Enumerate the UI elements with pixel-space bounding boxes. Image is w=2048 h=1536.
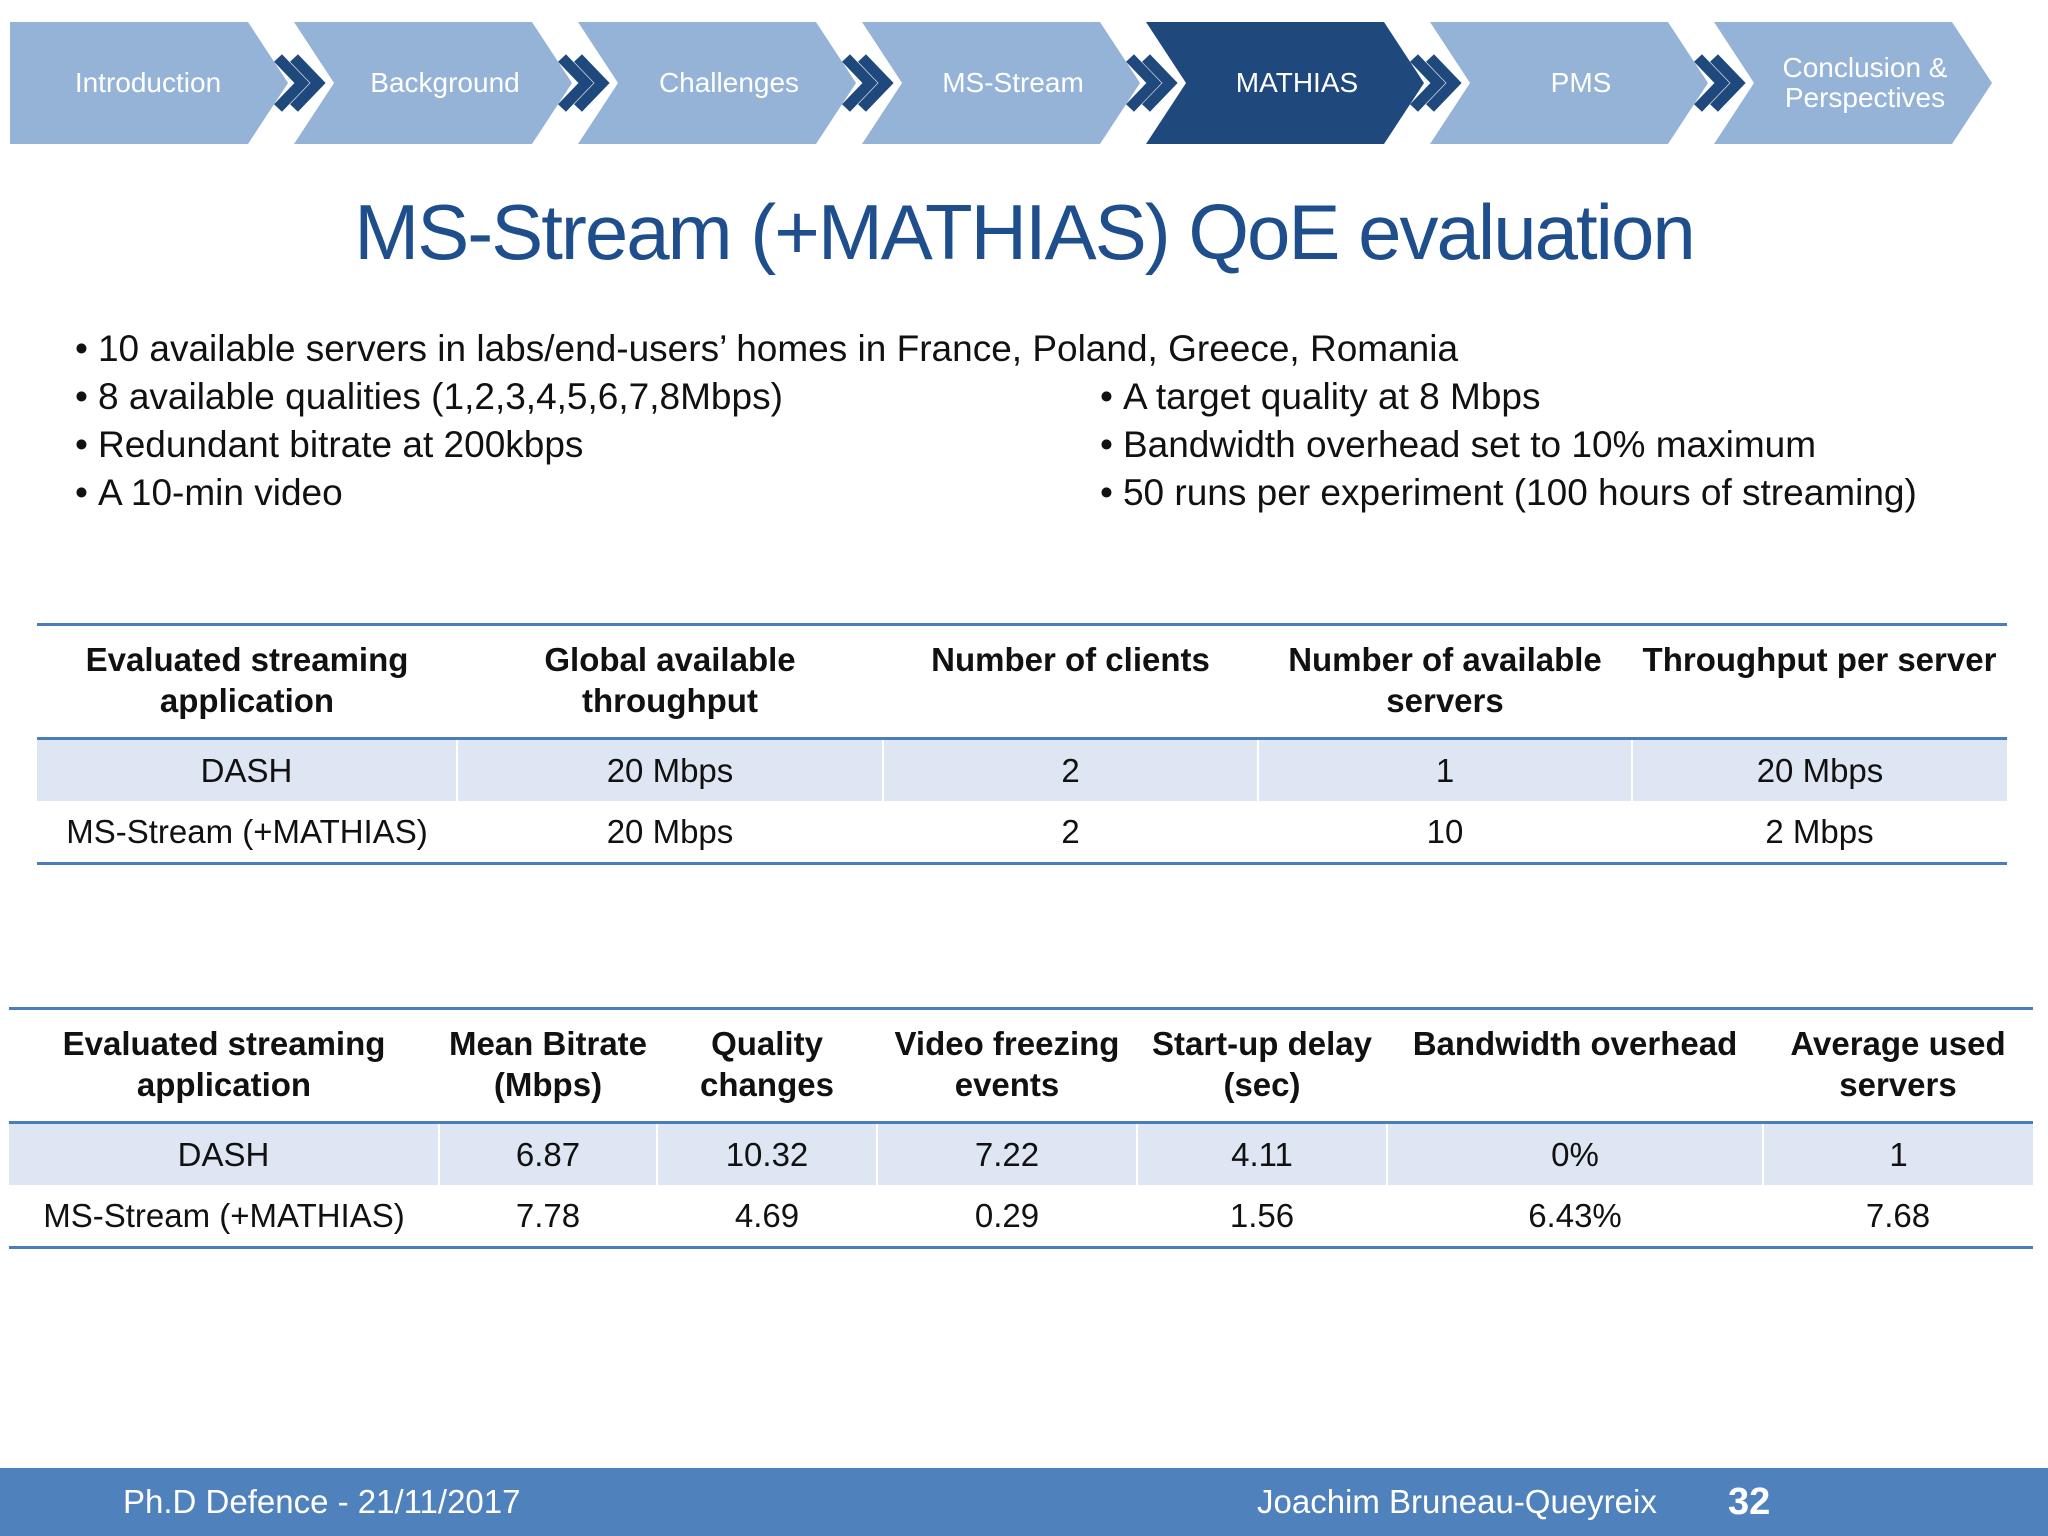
column-header: Number of available servers [1288,641,1602,719]
nav-chevron[interactable] [1430,22,1708,144]
column-header: Global available throughput [544,641,796,719]
nav-item-introduction[interactable]: Introduction [74,67,222,98]
table-cell: DASH [9,1122,440,1185]
column-header: Start-up delay (sec) [1151,1025,1373,1103]
qoe-results-table: Evaluated streaming application Mean Bit… [9,1007,2033,1249]
table-header-row: Evaluated streaming application Global a… [37,624,2007,739]
chevron-separator-icon [1126,54,1162,112]
table-cell: 0.29 [974,1196,1040,1234]
bullet-servers: 10 available servers in labs/end-users’ … [75,327,1458,371]
column-header: Throughput per server [1642,641,1997,678]
table-cell: 7.78 [515,1196,581,1234]
column-header: Quality changes [700,1025,834,1103]
table-cell: 2 [1061,812,1080,850]
table-cell: 10 [1426,812,1464,850]
nav-chevron[interactable] [1146,22,1424,144]
nav-chevron[interactable] [862,22,1140,144]
chevron-separator-icon [558,54,594,112]
table-cell: 10.32 [657,1122,878,1185]
bullet-video-length: A 10-min video [75,471,343,515]
nav-item-mathias[interactable]: MATHIAS [1235,67,1359,98]
nav-item-pms[interactable]: PMS [1550,67,1612,98]
nav-chevron[interactable] [1714,22,1992,144]
table-cell: 4.11 [1137,1122,1388,1185]
table-cell: 7.22 [877,1122,1138,1185]
table-cell: 1.56 [1229,1196,1295,1234]
bullet-runs: 50 runs per experiment (100 hours of str… [1100,471,1917,515]
nav-item-background[interactable]: Background [370,67,520,98]
section-breadcrumb: Introduction Background Challenges MS-St… [0,0,2048,150]
table-row: MS-Stream (+MATHIAS) 7.78 4.69 0.29 1.56… [9,1185,2033,1248]
chevron-separator-icon [1410,54,1446,112]
table-cell: 2 [883,738,1259,801]
chevron-separator-icon [842,54,878,112]
table-cell: 20 Mbps [606,812,734,850]
chevron-separator-icon [1710,54,1746,112]
bullet-target-quality: A target quality at 8 Mbps [1100,375,1541,419]
chevron-separator-icon [858,54,894,112]
chevron-separator-icon [1142,54,1178,112]
nav-item-conclusion[interactable]: Conclusion & Perspectives [1782,52,1948,113]
chevron-separator-icon [274,54,310,112]
table-row: MS-Stream (+MATHIAS) 20 Mbps 2 10 2 Mbps [37,801,2007,864]
table-cell: MS-Stream (+MATHIAS) [66,812,428,850]
column-header: Evaluated streaming application [62,1025,386,1103]
table-cell: 20 Mbps [1756,751,1884,789]
nav-chevron[interactable] [10,22,288,144]
chevron-separator-icon [290,54,326,112]
chevron-separator-icon [1694,54,1730,112]
table-cell: 1 [1889,1135,1908,1173]
nav-chevron[interactable] [294,22,572,144]
table-row: DASH 20 Mbps 2 1 20 Mbps [37,738,2007,801]
column-header: Evaluated streaming application [85,641,409,719]
table-cell: 7.68 [1865,1196,1931,1234]
table-cell: 2 Mbps [1765,812,1874,850]
chevron-separator-icon [574,54,610,112]
experiment-setup-table: Evaluated streaming application Global a… [37,623,2007,865]
nav-chevron[interactable] [578,22,856,144]
slide-footer: Ph.D Defence - 21/11/2017 Joachim Brunea… [0,1468,2048,1536]
nav-item-ms-stream[interactable]: MS-Stream [942,67,1084,98]
bullet-bandwidth-overhead: Bandwidth overhead set to 10% maximum [1100,423,1816,467]
table-cell: 6.87 [439,1122,658,1185]
column-header: Mean Bitrate (Mbps) [448,1025,648,1103]
column-header: Video freezing events [894,1025,1120,1103]
footer-author: Joachim Bruneau-Queyreix [1257,1483,1657,1520]
bullet-qualities: 8 available qualities (1,2,3,4,5,6,7,8Mb… [75,375,783,419]
table-cell: 0% [1387,1122,1764,1185]
table-cell: 4.69 [734,1196,800,1234]
footer-event-date: Ph.D Defence - 21/11/2017 [123,1483,521,1520]
table-header-row: Evaluated streaming application Mean Bit… [9,1008,2033,1123]
column-header: Average used servers [1790,1025,2006,1103]
table-cell: MS-Stream (+MATHIAS) [43,1196,405,1234]
slide-title: MS-Stream (+MATHIAS) QoE evaluation [354,188,1695,276]
breadcrumb-chevrons [10,22,1992,144]
nav-item-challenges[interactable]: Challenges [658,67,800,98]
column-header: Number of clients [931,641,1210,678]
chevron-separator-icon [1426,54,1462,112]
page-number: 32 [1728,1481,1771,1523]
table-cell: 1 [1258,738,1633,801]
table-cell: 6.43% [1528,1196,1622,1234]
bullet-redundant-bitrate: Redundant bitrate at 200kbps [75,423,583,467]
table-cell: DASH [37,738,458,801]
table-cell: 20 Mbps [457,738,884,801]
table-row: DASH 6.87 10.32 7.22 4.11 0% 1 [9,1122,2033,1185]
column-header: Bandwidth overhead [1412,1025,1738,1062]
